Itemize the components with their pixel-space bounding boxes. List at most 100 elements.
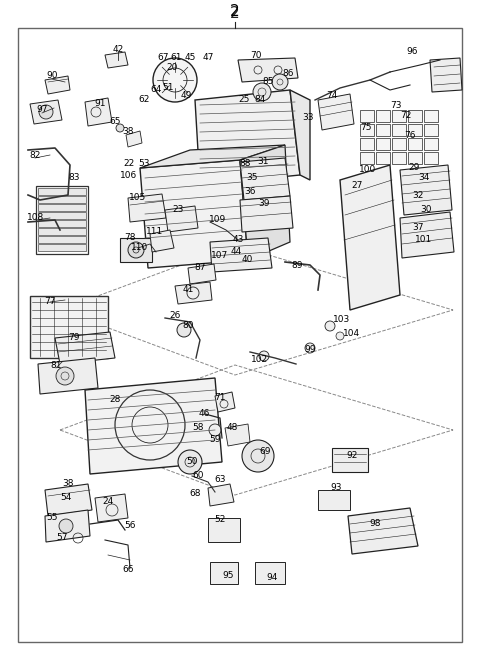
Bar bbox=[392, 124, 406, 136]
Circle shape bbox=[177, 323, 191, 337]
Circle shape bbox=[259, 351, 269, 361]
Bar bbox=[36, 186, 88, 254]
Text: 91: 91 bbox=[94, 100, 106, 108]
Polygon shape bbox=[318, 94, 354, 130]
Text: 68: 68 bbox=[189, 489, 201, 499]
Bar bbox=[424, 124, 438, 136]
Text: 81: 81 bbox=[50, 361, 62, 371]
Text: 59: 59 bbox=[209, 436, 221, 445]
Polygon shape bbox=[188, 264, 216, 284]
Polygon shape bbox=[400, 212, 454, 258]
Polygon shape bbox=[215, 392, 235, 412]
Bar bbox=[424, 138, 438, 150]
Text: 57: 57 bbox=[56, 533, 68, 543]
Circle shape bbox=[128, 242, 144, 258]
Bar bbox=[360, 124, 374, 136]
Polygon shape bbox=[150, 230, 174, 252]
Polygon shape bbox=[225, 424, 250, 446]
Bar bbox=[392, 152, 406, 164]
Text: 102: 102 bbox=[252, 356, 269, 365]
Text: 50: 50 bbox=[186, 457, 198, 466]
Bar bbox=[408, 124, 422, 136]
Text: 98: 98 bbox=[369, 520, 381, 529]
Text: 67: 67 bbox=[157, 52, 169, 62]
Bar bbox=[208, 518, 240, 542]
Bar bbox=[38, 212, 86, 219]
Text: 92: 92 bbox=[346, 451, 358, 461]
Bar bbox=[255, 562, 285, 584]
Bar bbox=[120, 238, 152, 262]
Text: 64: 64 bbox=[150, 85, 162, 94]
Bar bbox=[360, 152, 374, 164]
Polygon shape bbox=[126, 131, 142, 147]
Polygon shape bbox=[348, 508, 418, 554]
Bar bbox=[376, 110, 390, 122]
Text: 63: 63 bbox=[214, 476, 226, 485]
Text: 94: 94 bbox=[266, 573, 278, 583]
Text: 104: 104 bbox=[343, 329, 360, 338]
Text: 88: 88 bbox=[239, 159, 251, 169]
Bar bbox=[376, 152, 390, 164]
Bar bbox=[332, 448, 368, 472]
Text: 107: 107 bbox=[211, 251, 228, 260]
Text: 76: 76 bbox=[404, 131, 416, 140]
Bar bbox=[392, 138, 406, 150]
Text: 38: 38 bbox=[62, 480, 74, 489]
Bar bbox=[38, 188, 86, 195]
Bar bbox=[318, 490, 350, 510]
Text: 22: 22 bbox=[123, 159, 134, 169]
Bar bbox=[360, 110, 374, 122]
Polygon shape bbox=[85, 98, 112, 126]
Bar bbox=[408, 110, 422, 122]
Bar bbox=[38, 204, 86, 211]
Text: 97: 97 bbox=[36, 106, 48, 115]
Text: 86: 86 bbox=[282, 70, 294, 79]
Text: 87: 87 bbox=[194, 264, 206, 272]
Circle shape bbox=[272, 74, 288, 90]
Text: 34: 34 bbox=[418, 173, 430, 182]
Text: 35: 35 bbox=[246, 173, 258, 182]
Text: 52: 52 bbox=[214, 516, 226, 525]
Text: 60: 60 bbox=[192, 472, 204, 480]
Text: 54: 54 bbox=[60, 493, 72, 502]
Text: 71: 71 bbox=[214, 394, 226, 403]
Text: 43: 43 bbox=[232, 236, 244, 245]
Bar bbox=[38, 244, 86, 251]
Polygon shape bbox=[45, 484, 92, 516]
Text: 53: 53 bbox=[138, 159, 150, 169]
Bar bbox=[424, 110, 438, 122]
Text: 65: 65 bbox=[109, 117, 121, 127]
Text: 24: 24 bbox=[102, 497, 114, 506]
Text: 39: 39 bbox=[258, 199, 270, 209]
Text: 37: 37 bbox=[412, 224, 424, 232]
Text: 45: 45 bbox=[184, 52, 196, 62]
Circle shape bbox=[242, 440, 274, 472]
Text: 99: 99 bbox=[304, 346, 316, 354]
Polygon shape bbox=[45, 76, 70, 94]
Circle shape bbox=[305, 343, 315, 353]
Polygon shape bbox=[210, 238, 272, 272]
Text: 2: 2 bbox=[230, 7, 240, 22]
Text: 89: 89 bbox=[291, 262, 303, 270]
Polygon shape bbox=[430, 58, 462, 92]
Text: 83: 83 bbox=[68, 173, 80, 182]
Text: 27: 27 bbox=[351, 182, 363, 190]
Text: 70: 70 bbox=[250, 51, 262, 60]
Text: 61: 61 bbox=[170, 54, 182, 62]
Polygon shape bbox=[208, 484, 234, 506]
Text: 110: 110 bbox=[132, 243, 149, 253]
Text: 82: 82 bbox=[29, 152, 41, 161]
Circle shape bbox=[153, 58, 197, 102]
Bar bbox=[424, 152, 438, 164]
Polygon shape bbox=[45, 510, 90, 542]
Polygon shape bbox=[165, 206, 198, 232]
Text: 51: 51 bbox=[162, 83, 174, 92]
Text: 47: 47 bbox=[202, 54, 214, 62]
Polygon shape bbox=[400, 165, 452, 215]
Text: 49: 49 bbox=[180, 91, 192, 100]
Text: 90: 90 bbox=[46, 72, 58, 81]
Circle shape bbox=[116, 124, 124, 132]
Circle shape bbox=[59, 519, 73, 533]
Circle shape bbox=[56, 367, 74, 385]
Bar bbox=[408, 152, 422, 164]
